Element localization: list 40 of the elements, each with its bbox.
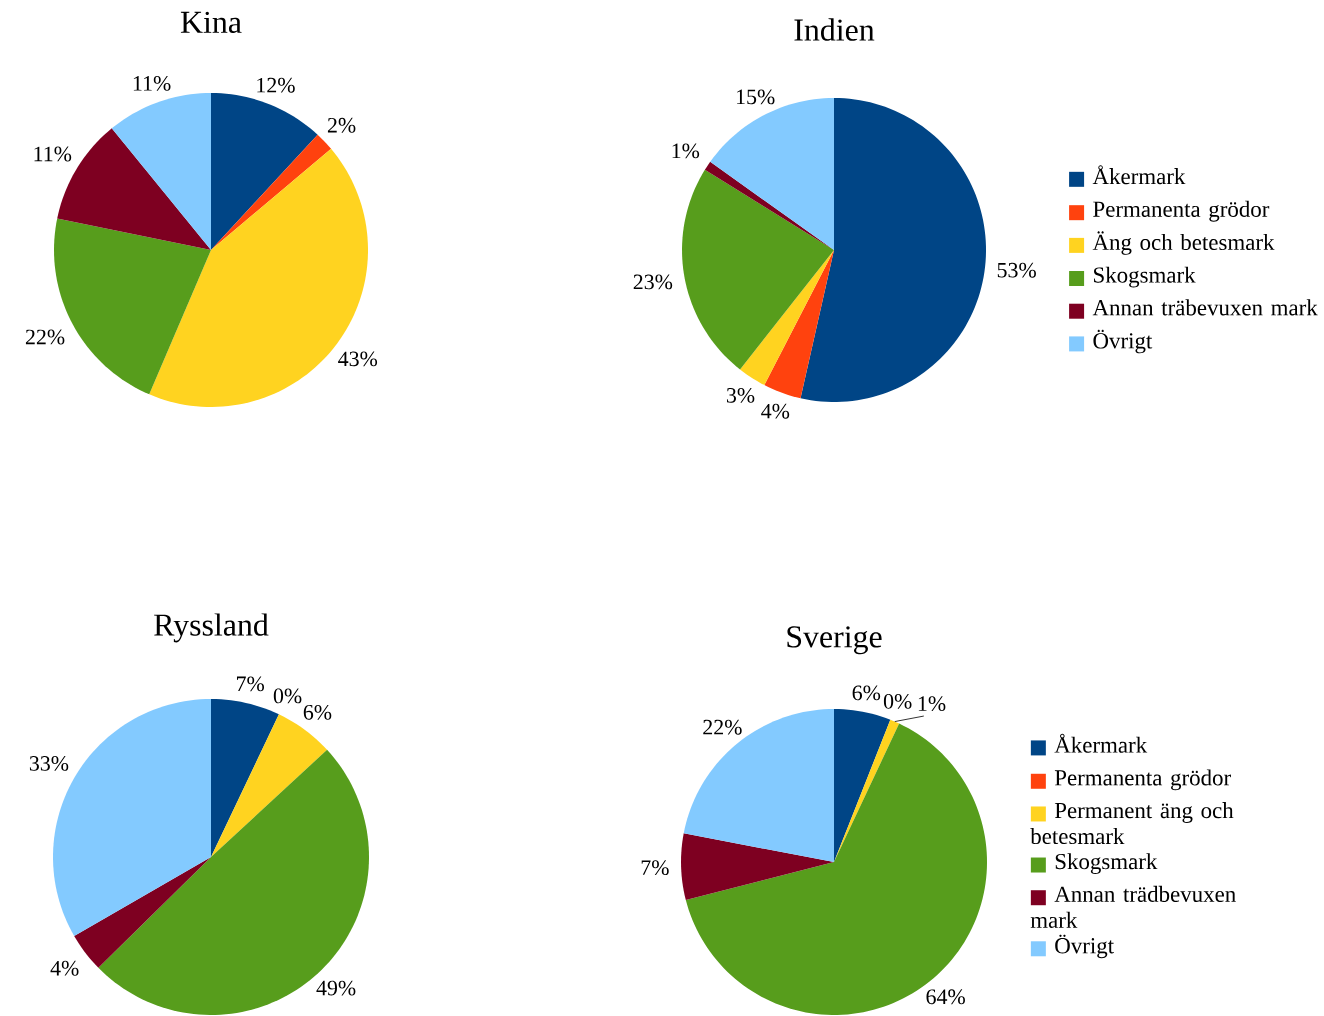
chart-title: Ryssland — [154, 613, 269, 643]
chart-title: Indien — [794, 18, 875, 41]
chart-title: Sverige — [787, 626, 882, 655]
text: 0% — [273, 688, 302, 704]
legend-label: Permanenta grödor — [1054, 769, 1231, 791]
data-label: 7% — [236, 676, 265, 692]
text: 0% — [883, 693, 912, 709]
data-label: 11% — [34, 146, 72, 162]
data-label: 4% — [50, 960, 79, 976]
legend-label: Skogsmark — [1094, 266, 1196, 288]
data-label: 43% — [338, 351, 378, 367]
data-label: 2% — [327, 117, 356, 133]
legend-label: Skogsmark — [1055, 853, 1158, 874]
legend-label: Övrigt — [1093, 329, 1153, 354]
legend-label: Åkermark — [1054, 733, 1148, 753]
data-label: 22% — [25, 329, 65, 345]
data-label: 3% — [726, 387, 755, 403]
data-label: 22% — [703, 719, 742, 735]
chart-title: Kina — [180, 11, 242, 34]
legend-label: Äng och betesmark — [1092, 231, 1275, 255]
data-label: 4% — [761, 403, 790, 419]
data-label: 7% — [641, 860, 669, 876]
data-label: 49% — [316, 980, 356, 996]
legend-label: Permanenta grödor — [1093, 200, 1270, 222]
data-label: 33% — [29, 756, 69, 771]
legend-label: Övrigt — [1055, 934, 1114, 959]
data-label: 23% — [633, 274, 673, 290]
data-label: 1% — [918, 696, 946, 712]
legend-label: Permanent äng och betesmark — [1030, 802, 1234, 845]
data-label: 64% — [926, 989, 965, 1005]
data-label: 1% — [672, 143, 700, 159]
data-label: 6% — [303, 704, 332, 720]
data-label: 15% — [737, 89, 775, 105]
data-label: 6% — [852, 685, 881, 701]
legend-label: Åkermark — [1092, 165, 1186, 185]
legend-label: Annan träbevuxen mark — [1092, 299, 1318, 316]
data-label: 12% — [257, 77, 295, 93]
data-label: 53% — [997, 262, 1036, 278]
legend-label: Annan trädbevuxen mark — [1030, 885, 1236, 928]
data-label: 11% — [133, 75, 171, 91]
